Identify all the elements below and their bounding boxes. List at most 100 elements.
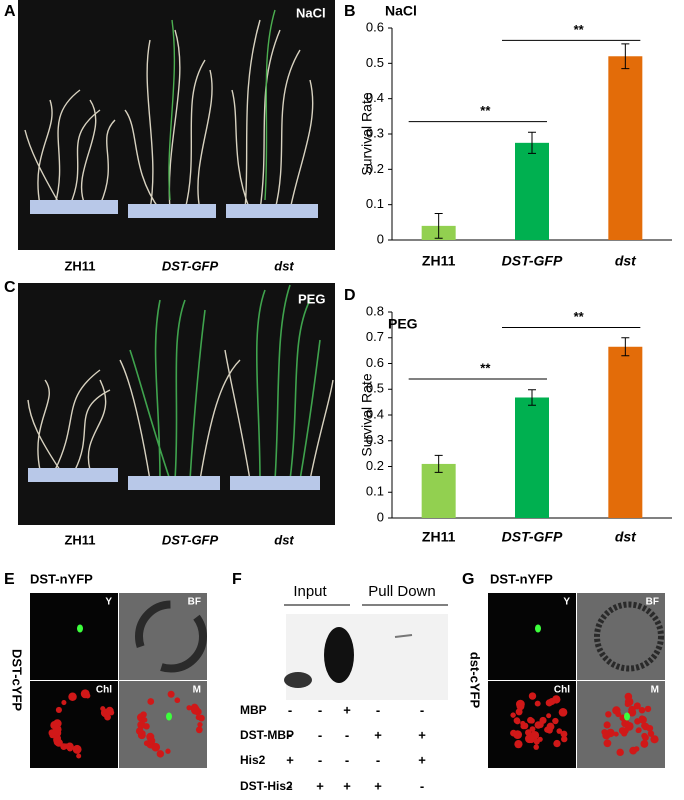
chloroplast xyxy=(104,713,111,721)
chloroplast xyxy=(552,717,559,725)
chloroplast xyxy=(105,706,114,715)
band xyxy=(394,634,413,638)
panel-label: B xyxy=(344,3,356,20)
sample-label: ZH11 xyxy=(64,258,95,273)
y-tick-label: 0.6 xyxy=(366,355,384,370)
chloroplast xyxy=(650,735,659,744)
chloroplast xyxy=(60,743,68,751)
chloroplast xyxy=(616,748,624,757)
chloroplast xyxy=(613,731,619,737)
chloroplast xyxy=(560,730,568,738)
chloroplast xyxy=(641,723,647,729)
plants xyxy=(24,19,314,211)
chloroplast xyxy=(525,729,532,736)
chloroplast xyxy=(556,728,563,734)
chloroplast xyxy=(72,744,82,754)
chloroplast xyxy=(528,692,537,700)
side-label: DST-cYFP xyxy=(10,649,25,711)
photo: PEG xyxy=(18,283,335,525)
chloroplast xyxy=(67,745,73,752)
chloroplast xyxy=(80,689,90,699)
cell: + xyxy=(418,752,426,767)
chloroplast xyxy=(529,726,536,733)
tray xyxy=(128,476,220,490)
chloroplast xyxy=(612,706,621,715)
y-tick-label: 0.5 xyxy=(366,55,384,70)
bar xyxy=(608,346,643,518)
chloroplast xyxy=(534,721,542,729)
cell: + xyxy=(286,752,294,767)
y-tick-label: 0.2 xyxy=(366,161,384,176)
panel-label: E xyxy=(4,571,15,588)
tray xyxy=(28,468,118,482)
y-tick-label: 0.3 xyxy=(366,125,384,140)
column-header: Input xyxy=(293,583,327,600)
chloroplast xyxy=(633,746,640,752)
y-tick-label: 0.4 xyxy=(366,90,384,105)
sample-label: dst xyxy=(274,258,294,273)
chloroplast xyxy=(520,723,527,730)
chloroplast xyxy=(190,705,200,715)
micrograph xyxy=(30,593,118,680)
chloroplast xyxy=(558,707,568,717)
chloroplast xyxy=(140,711,147,718)
chloroplast xyxy=(605,711,612,718)
significance-label: ** xyxy=(480,103,491,118)
blot xyxy=(284,614,448,700)
panel-title: DST-nYFP xyxy=(490,571,553,586)
bar xyxy=(608,56,643,241)
row-label: DST-MBP xyxy=(240,728,294,742)
chloroplast xyxy=(55,706,62,714)
yfp-signal xyxy=(624,712,630,721)
chloroplast xyxy=(147,737,156,745)
yfp-signal xyxy=(77,624,83,633)
chloroplast xyxy=(544,726,551,733)
error-bar xyxy=(434,454,443,473)
cell: - xyxy=(420,702,424,717)
chloroplast xyxy=(195,714,201,720)
chloroplast xyxy=(624,692,633,701)
chloroplast xyxy=(561,735,568,743)
chloroplast xyxy=(537,736,543,742)
cell: - xyxy=(318,727,322,742)
y-tick-label: 0 xyxy=(377,509,384,524)
chloroplast xyxy=(524,734,534,744)
cell: - xyxy=(420,778,424,793)
column-header: Pull Down xyxy=(368,583,436,600)
sample-label: ZH11 xyxy=(64,532,95,547)
chloroplast xyxy=(53,725,62,734)
chloroplast xyxy=(633,702,641,710)
chloroplast xyxy=(603,739,612,748)
chloroplast xyxy=(61,700,67,706)
chloroplast xyxy=(638,706,646,714)
yfp-signal xyxy=(535,624,541,633)
chloroplast xyxy=(628,708,637,717)
row-label: DST-His2 xyxy=(240,779,293,793)
y-tick-label: 0.3 xyxy=(366,432,384,447)
row-label: His2 xyxy=(240,753,266,767)
bar xyxy=(515,142,549,240)
chloroplast xyxy=(54,738,63,747)
chloroplast xyxy=(514,718,521,725)
error-bar xyxy=(434,213,443,239)
chloroplast xyxy=(638,715,647,724)
chloroplast xyxy=(618,727,626,735)
chloroplast xyxy=(602,731,611,740)
cell-outline xyxy=(594,601,664,672)
tray xyxy=(128,204,216,218)
photo-tag: NaCl xyxy=(296,5,326,20)
cell: + xyxy=(418,727,426,742)
cell: + xyxy=(374,778,382,793)
y-tick-label: 0.5 xyxy=(366,381,384,396)
chart-title: NaCl xyxy=(385,3,417,19)
panel-title: DST-nYFP xyxy=(30,571,93,586)
chloroplast xyxy=(151,742,161,752)
chloroplast xyxy=(553,739,561,748)
chloroplast xyxy=(514,740,523,749)
y-tick-label: 0.6 xyxy=(366,19,384,34)
green-leaves xyxy=(129,284,321,481)
chloroplast xyxy=(646,724,654,732)
chloroplast xyxy=(137,720,146,730)
error-bar xyxy=(621,43,630,70)
